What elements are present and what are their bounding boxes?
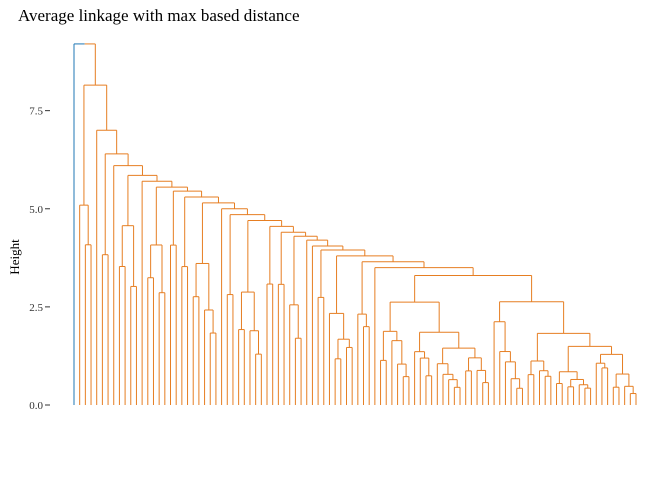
y-tick-label: 5.0: [29, 204, 43, 216]
chart-title: Average linkage with max based distance: [18, 6, 300, 25]
y-tick-label: 7.5: [29, 106, 43, 118]
dendrogram-branches: [73, 43, 637, 405]
y-tick-label: 0.0: [29, 400, 43, 412]
y-tick-label: 2.5: [29, 302, 43, 314]
y-axis-label: Height: [7, 239, 22, 275]
y-axis: 0.0 2.5 5.0 7.5: [29, 106, 50, 412]
